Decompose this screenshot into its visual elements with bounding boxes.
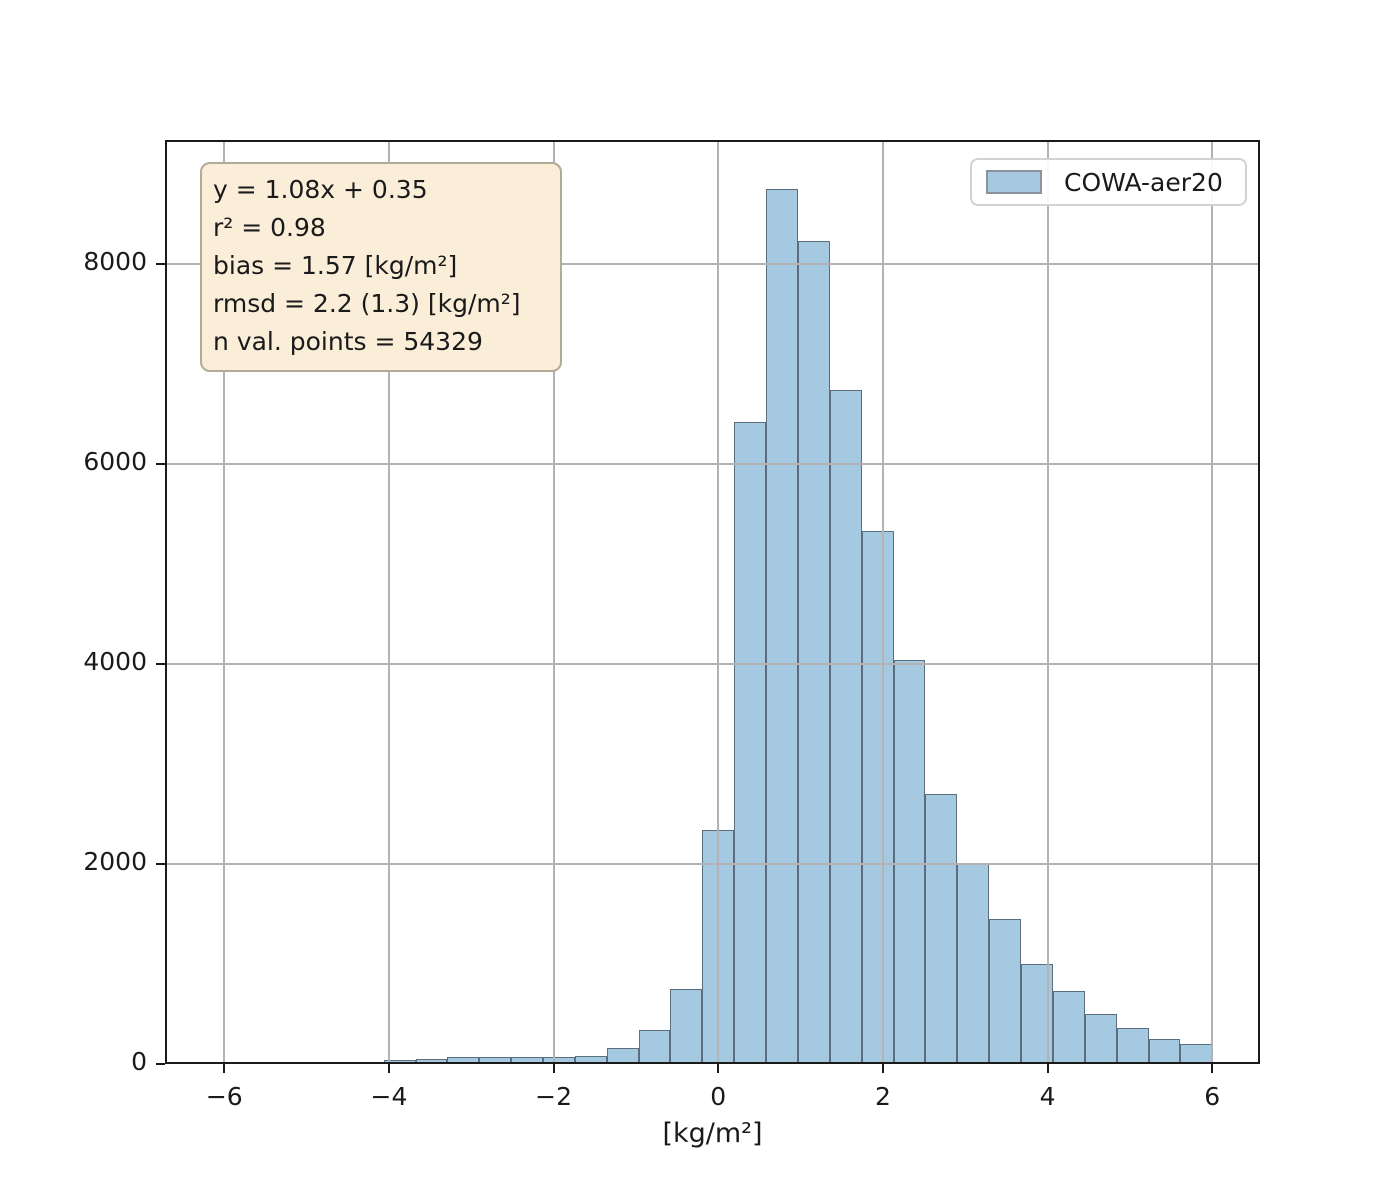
- x-tick-mark: [1046, 1064, 1049, 1073]
- histogram-bar: [957, 864, 990, 1064]
- vertical-gridline: [881, 140, 884, 1064]
- histogram-bar: [415, 1058, 448, 1064]
- histogram-bar: [542, 1057, 575, 1064]
- legend-series-label: COWA-aer20: [1064, 167, 1223, 197]
- histogram-bar: [351, 1061, 384, 1064]
- histogram-bar: [989, 919, 1021, 1064]
- x-tick-label: −4: [370, 1082, 408, 1111]
- histogram-bar: [1148, 1039, 1181, 1064]
- legend-color-patch: [986, 170, 1042, 194]
- histogram-bar: [797, 241, 830, 1064]
- histogram-bar: [511, 1057, 543, 1064]
- histogram-bar: [829, 390, 862, 1064]
- x-tick-label: −2: [535, 1082, 573, 1111]
- x-tick-label: 0: [710, 1082, 727, 1111]
- vertical-gridline: [717, 140, 720, 1064]
- histogram-bar: [670, 989, 703, 1064]
- y-tick-mark: [156, 463, 165, 465]
- stats-line-rmsd: rmsd = 2.2 (1.3) [kg/m²]: [213, 289, 521, 318]
- horizontal-gridline: [165, 263, 1260, 265]
- histogram-bar: [1180, 1044, 1213, 1064]
- x-tick-mark: [387, 1064, 390, 1073]
- y-tick-label: 6000: [83, 447, 147, 476]
- vertical-gridline: [1046, 140, 1049, 1064]
- plot-area: [165, 140, 1260, 1064]
- histogram-bar: [1084, 1014, 1117, 1064]
- histogram-bar: [479, 1056, 512, 1064]
- histogram-bar: [766, 189, 798, 1064]
- histogram-bar: [893, 660, 926, 1064]
- x-tick-label: 6: [1204, 1082, 1221, 1111]
- vertical-gridline: [552, 140, 555, 1064]
- x-tick-label: −6: [205, 1082, 243, 1111]
- x-tick-mark: [881, 1064, 884, 1073]
- y-tick-mark: [156, 1063, 165, 1065]
- histogram-bar: [256, 1063, 288, 1064]
- x-tick-mark: [223, 1064, 226, 1073]
- histogram-bar: [606, 1048, 639, 1064]
- y-tick-mark: [156, 863, 165, 865]
- stats-line-n-points: n val. points = 54329: [213, 327, 483, 356]
- stats-annotation-box: y = 1.08x + 0.35 r² = 0.98 bias = 1.57 […: [200, 162, 562, 372]
- histogram-bar: [734, 422, 767, 1064]
- histogram-bar: [319, 1062, 352, 1064]
- histogram-bar: [288, 1062, 320, 1064]
- histogram-bar: [1116, 1028, 1149, 1064]
- y-tick-label: 0: [131, 1047, 147, 1076]
- horizontal-gridline: [165, 663, 1260, 665]
- histogram-bar: [224, 1063, 257, 1064]
- histogram-bar: [1052, 991, 1085, 1064]
- x-axis-label: [kg/m²]: [662, 1118, 763, 1149]
- horizontal-gridline: [165, 462, 1260, 465]
- legend: COWA-aer20: [970, 158, 1247, 206]
- stats-line-r-squared: r² = 0.98: [213, 213, 326, 242]
- y-tick-mark: [156, 663, 165, 665]
- stats-line-bias: bias = 1.57 [kg/m²]: [213, 251, 458, 280]
- x-tick-mark: [552, 1064, 555, 1073]
- vertical-gridline: [1211, 140, 1214, 1064]
- x-tick-label: 2: [874, 1082, 891, 1111]
- y-tick-label: 2000: [83, 847, 147, 876]
- x-tick-mark: [1211, 1064, 1214, 1073]
- x-tick-label: 4: [1039, 1082, 1056, 1111]
- histogram-bar: [925, 794, 958, 1064]
- y-tick-mark: [156, 263, 165, 265]
- stats-line-equation: y = 1.08x + 0.35: [213, 175, 428, 204]
- histogram-bar: [638, 1030, 671, 1064]
- histogram-bar: [574, 1055, 607, 1064]
- y-tick-label: 4000: [83, 647, 147, 676]
- histogram-bar: [447, 1057, 480, 1064]
- vertical-gridline: [387, 140, 390, 1064]
- histogram-bar: [861, 531, 894, 1064]
- vertical-gridline: [223, 140, 226, 1064]
- x-tick-mark: [717, 1064, 720, 1073]
- y-tick-label: 8000: [83, 247, 147, 276]
- horizontal-gridline: [165, 863, 1260, 865]
